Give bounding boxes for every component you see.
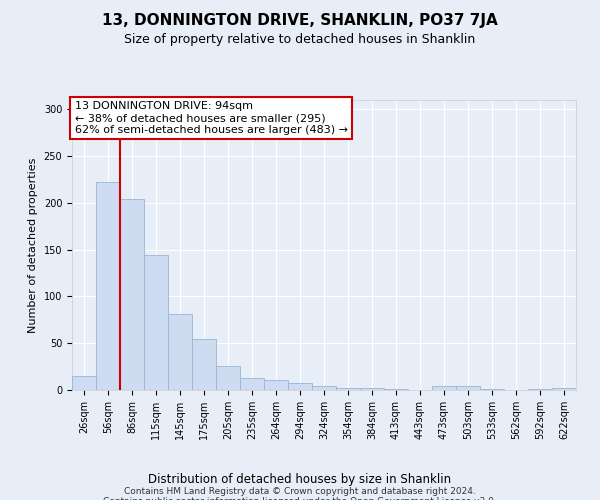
Text: 13 DONNINGTON DRIVE: 94sqm
← 38% of detached houses are smaller (295)
62% of sem: 13 DONNINGTON DRIVE: 94sqm ← 38% of deta… [74, 102, 347, 134]
Bar [336, 388, 360, 390]
Bar [528, 389, 552, 390]
Bar [552, 388, 576, 390]
Bar [168, 314, 192, 390]
Text: Contains HM Land Registry data © Crown copyright and database right 2024.: Contains HM Land Registry data © Crown c… [124, 488, 476, 496]
Bar [96, 182, 120, 390]
Bar [72, 376, 96, 390]
Bar [240, 378, 264, 390]
Bar [360, 388, 384, 390]
Bar [480, 389, 504, 390]
Bar [216, 366, 240, 390]
Bar [192, 338, 216, 390]
Bar [144, 256, 168, 390]
Bar [432, 386, 456, 390]
Bar [288, 384, 312, 390]
Text: Size of property relative to detached houses in Shanklin: Size of property relative to detached ho… [124, 32, 476, 46]
Text: Contains public sector information licensed under the Open Government Licence v3: Contains public sector information licen… [103, 498, 497, 500]
Text: Distribution of detached houses by size in Shanklin: Distribution of detached houses by size … [148, 472, 452, 486]
Text: 13, DONNINGTON DRIVE, SHANKLIN, PO37 7JA: 13, DONNINGTON DRIVE, SHANKLIN, PO37 7JA [102, 12, 498, 28]
Bar [384, 389, 408, 390]
Bar [312, 386, 336, 390]
Bar [264, 380, 288, 390]
Bar [120, 199, 144, 390]
Bar [456, 386, 480, 390]
Y-axis label: Number of detached properties: Number of detached properties [28, 158, 38, 332]
